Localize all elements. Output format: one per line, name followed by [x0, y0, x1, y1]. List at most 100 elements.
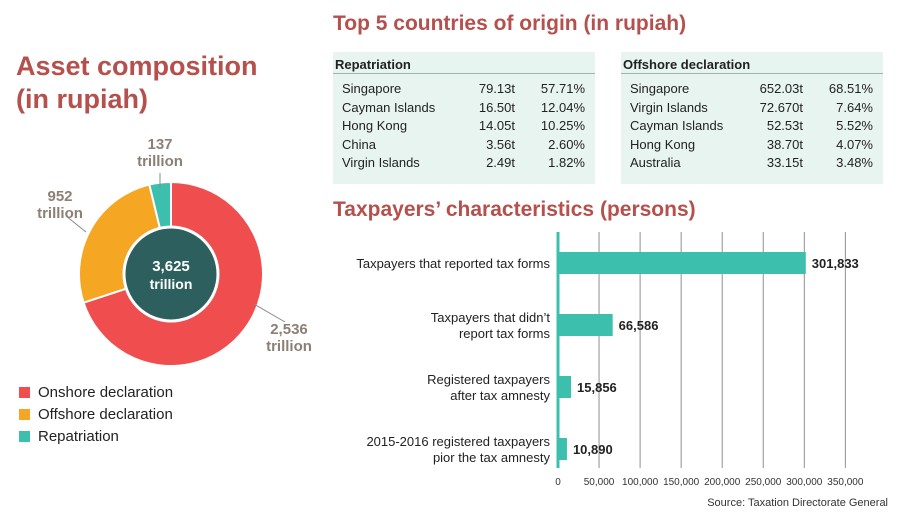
onshore-unit-label: trillion [266, 338, 312, 355]
repatriation-unit-label: trillion [137, 153, 183, 170]
bar-value-label: 301,833 [812, 256, 859, 271]
repatriation-amount: 79.13t [478, 81, 515, 96]
x-tick-label: 300,000 [786, 477, 823, 488]
top5-title: Top 5 countries of origin (in rupiah) [333, 12, 687, 35]
repatriation-amount: 2.49t [486, 155, 515, 170]
repatriation-value-label: 137 [147, 136, 172, 153]
offshore-table: Offshore declaration Singapore 652.03t 68.… [621, 52, 883, 184]
repatriation-row: China 3.56t 2.60% [333, 137, 595, 156]
category-label: pior the tax amnesty [433, 450, 551, 465]
category-label: 2015-2016 registered taxpayers [366, 434, 550, 449]
legend-label-offshore: Offshore declaration [38, 406, 173, 423]
donut-chart: 3,625 trillion 2,536 trillion 952 trilli… [37, 136, 312, 367]
repatriation-row: Cayman Islands 16.50t 12.04% [333, 100, 595, 119]
bar [558, 376, 572, 398]
repatriation-row: Virgin Islands 2.49t 1.82% [333, 155, 595, 174]
repatriation-row: Singapore 79.13t 57.71% [333, 81, 595, 100]
category-label: Registered taxpayers [427, 372, 550, 387]
repatriation-country: Hong Kong [342, 118, 408, 133]
repatriation-percent: 1.82% [548, 155, 585, 170]
x-tick-label: 150,000 [663, 477, 700, 488]
legend-swatch-offshore [19, 409, 30, 420]
legend-label-onshore: Onshore declaration [38, 384, 174, 401]
offshore-country: Cayman Islands [630, 118, 724, 133]
offshore-unit-label: trillion [37, 205, 83, 222]
offshore-value-label: 952 [47, 188, 72, 205]
repatriation-table-header: Repatriation [333, 52, 595, 74]
repatriation-country: Cayman Islands [342, 99, 436, 115]
bar-value-label: 66,586 [619, 318, 659, 333]
bar [558, 314, 613, 336]
offshore-row: Australia 33.15t 3.48% [621, 155, 883, 174]
bar [558, 252, 806, 274]
offshore-amount: 52.53t [766, 118, 803, 133]
repatriation-header-label: Repatriation [335, 57, 411, 72]
x-tick-label: 50,000 [584, 477, 615, 488]
legend-item-onshore: Onshore declaration [19, 384, 174, 401]
x-tick-label: 100,000 [622, 477, 659, 488]
taxpayers-title: Taxpayers’ characteristics (persons) [333, 198, 696, 221]
offshore-amount: 72.670t [759, 99, 803, 115]
donut-center-unit: trillion [150, 276, 193, 292]
repatriation-amount: 16.50t [478, 99, 515, 115]
asset-title-line2: (in rupiah) [16, 84, 148, 114]
onshore-value-label: 2,536 [270, 321, 308, 338]
legend-item-offshore: Offshore declaration [19, 406, 173, 423]
offshore-rows: Singapore 652.03t 68.51% Virgin Islands 72.6… [621, 74, 883, 174]
offshore-amount: 38.70t [766, 136, 803, 152]
category-label: Taxpayers that didn’t [431, 310, 551, 325]
offshore-row: Hong Kong 38.70t 4.07% [621, 137, 883, 156]
repatriation-amount: 14.05t [478, 118, 515, 133]
repatriation-percent: 57.71% [540, 81, 585, 96]
asset-composition-title: Asset composition (in rupiah) [16, 50, 258, 116]
taxpayers-bar-chart: 0 50,000 100,000 150,000 200,000 250,000 300,0… [356, 232, 864, 488]
bar-value-label: 15,856 [577, 380, 617, 395]
donut-center [122, 225, 220, 323]
offshore-country: Virgin Islands [630, 99, 708, 115]
legend-swatch-onshore [19, 387, 30, 398]
offshore-country: Australia [630, 155, 681, 170]
donut-center-value: 3,625 [152, 258, 190, 275]
repatriation-country: China [342, 136, 376, 152]
repatriation-percent: 10.25% [540, 118, 585, 133]
offshore-percent: 3.48% [836, 155, 873, 170]
offshore-row: Virgin Islands 72.670t 7.64% [621, 100, 883, 119]
offshore-row: Cayman Islands 52.53t 5.52% [621, 118, 883, 137]
repatriation-row: Hong Kong 14.05t 10.25% [333, 118, 595, 137]
offshore-header-label: Offshore declaration [623, 57, 751, 72]
repatriation-table: Repatriation Singapore 79.13t 57.71% Cayman… [333, 52, 595, 184]
legend-item-repatriation: Repatriation [19, 428, 119, 445]
source-note: Source: Taxation Directorate General [707, 497, 888, 509]
repatriation-percent: 12.04% [540, 99, 585, 115]
repatriation-country: Virgin Islands [342, 155, 420, 170]
repatriation-rows: Singapore 79.13t 57.71% Cayman Islands 16.50… [333, 74, 595, 174]
offshore-country: Singapore [630, 81, 690, 96]
offshore-row: Singapore 652.03t 68.51% [621, 81, 883, 100]
onshore-leader-line [253, 303, 286, 323]
category-label: Taxpayers that reported tax forms [356, 256, 550, 271]
x-tick-label: 250,000 [745, 477, 782, 488]
repatriation-amount: 3.56t [486, 136, 515, 152]
legend-swatch-repatriation [19, 431, 30, 442]
donut-legend: Onshore declaration Offshore declaration… [0, 384, 300, 454]
category-label: after tax amnesty [450, 388, 550, 403]
offshore-amount: 652.03t [759, 81, 803, 96]
x-tick-label: 0 [555, 477, 561, 488]
offshore-percent: 5.52% [836, 118, 873, 133]
offshore-table-header: Offshore declaration [621, 52, 883, 74]
legend-label-repatriation: Repatriation [38, 428, 119, 445]
bar-value-label: 10,890 [573, 442, 613, 457]
x-tick-label: 200,000 [704, 477, 741, 488]
offshore-leader-line [65, 215, 87, 233]
repatriation-percent: 2.60% [548, 136, 585, 152]
offshore-percent: 7.64% [836, 99, 873, 115]
offshore-percent: 4.07% [836, 136, 873, 152]
category-label: report tax forms [459, 326, 551, 341]
x-tick-label: 350,000 [827, 477, 864, 488]
bar [558, 438, 567, 460]
repatriation-country: Singapore [342, 81, 402, 96]
offshore-percent: 68.51% [828, 81, 873, 96]
asset-title-line1: Asset composition [16, 51, 258, 81]
offshore-country: Hong Kong [630, 136, 696, 152]
offshore-amount: 33.15t [766, 155, 803, 170]
